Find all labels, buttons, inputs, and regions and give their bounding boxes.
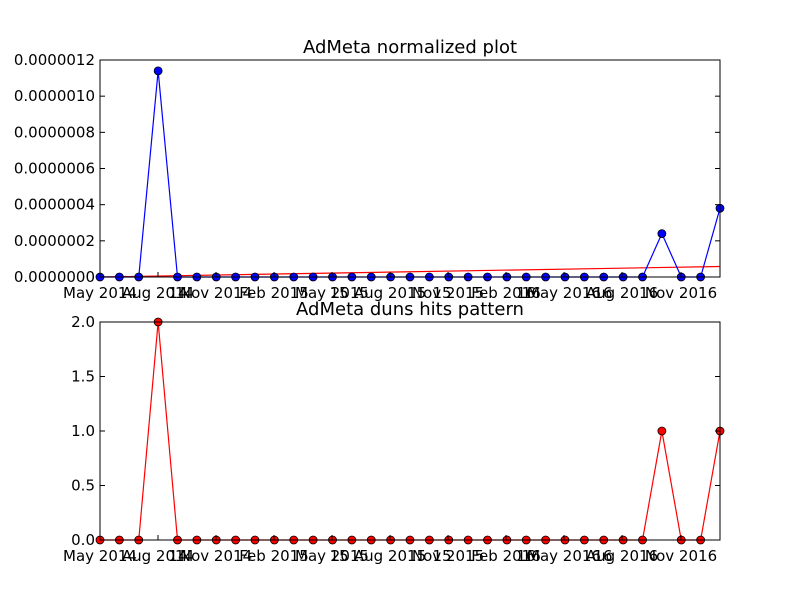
x-tick-label: Nov 2016	[645, 284, 717, 302]
x-tick-label: 14	[168, 547, 187, 565]
y-tick-label: 0.0000006	[14, 160, 95, 178]
plot-area	[96, 67, 724, 281]
normalized-plot-panel: AdMeta normalized plot 0.00000000.000000…	[14, 37, 724, 302]
x-tick-label: 14	[168, 284, 187, 302]
y-tick-label: 1.5	[71, 368, 95, 386]
y-tick-label: 1.0	[71, 422, 95, 440]
series-line	[100, 322, 720, 540]
y-axis: 0.00.51.01.52.0	[71, 313, 720, 549]
x-tick-label: 15	[329, 547, 348, 565]
duns-hits-panel: AdMeta duns hits pattern 0.00.51.01.52.0…	[63, 299, 724, 565]
x-tick-label: 16	[593, 547, 612, 565]
y-tick-label: 0.5	[71, 477, 95, 495]
x-tick-label: 16	[516, 547, 535, 565]
series-line	[100, 71, 720, 277]
plot-area	[96, 318, 724, 544]
x-tick-label: Nov 2016	[645, 547, 717, 565]
y-axis: 0.00000000.00000020.00000040.00000060.00…	[14, 51, 720, 286]
data-point	[658, 230, 666, 238]
chart-title: AdMeta normalized plot	[303, 37, 517, 58]
axes-frame	[100, 60, 720, 277]
y-tick-label: 0.0000004	[14, 196, 95, 214]
y-tick-label: 0.0000008	[14, 123, 95, 141]
axes-frame	[100, 322, 720, 540]
chart-title: AdMeta duns hits pattern	[296, 299, 524, 320]
data-point	[154, 67, 162, 75]
x-tick-label: 16	[593, 284, 612, 302]
y-tick-label: 0.0000012	[14, 51, 95, 69]
y-tick-label: 0.0000002	[14, 232, 95, 250]
x-tick-label: 15	[432, 547, 451, 565]
y-tick-label: 0.0000010	[14, 87, 95, 105]
data-point	[658, 427, 666, 435]
y-tick-label: 2.0	[71, 313, 95, 331]
